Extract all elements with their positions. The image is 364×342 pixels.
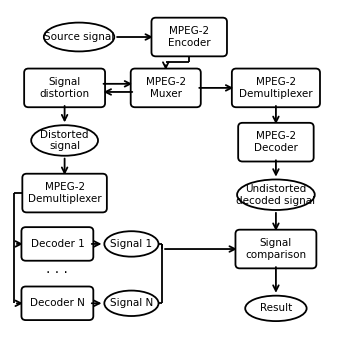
Text: Decoder 1: Decoder 1 xyxy=(31,239,84,249)
Ellipse shape xyxy=(104,231,158,256)
FancyBboxPatch shape xyxy=(236,230,316,268)
Text: Result: Result xyxy=(260,303,292,313)
Text: Distorted
signal: Distorted signal xyxy=(40,130,89,151)
Text: Source signal: Source signal xyxy=(44,32,114,42)
Text: Signal
comparison: Signal comparison xyxy=(245,238,306,260)
FancyBboxPatch shape xyxy=(238,123,314,161)
Text: Signal 1: Signal 1 xyxy=(110,239,153,249)
Text: Undistorted
decoded signal: Undistorted decoded signal xyxy=(236,184,316,206)
FancyBboxPatch shape xyxy=(21,287,93,320)
FancyBboxPatch shape xyxy=(232,68,320,107)
Ellipse shape xyxy=(44,23,114,51)
Ellipse shape xyxy=(245,296,306,321)
Text: MPEG-2
Decoder: MPEG-2 Decoder xyxy=(254,131,298,153)
Text: Decoder N: Decoder N xyxy=(30,298,85,308)
FancyBboxPatch shape xyxy=(131,68,201,107)
Text: MPEG-2
Muxer: MPEG-2 Muxer xyxy=(146,77,186,99)
Text: MPEG-2
Demultiplexer: MPEG-2 Demultiplexer xyxy=(239,77,313,99)
FancyBboxPatch shape xyxy=(21,227,93,261)
Ellipse shape xyxy=(104,291,158,316)
Text: MPEG-2
Encoder: MPEG-2 Encoder xyxy=(168,26,210,48)
Text: · · ·: · · · xyxy=(47,266,68,280)
Text: MPEG-2
Demultiplexer: MPEG-2 Demultiplexer xyxy=(28,182,102,204)
Text: Signal
distortion: Signal distortion xyxy=(40,77,90,99)
Ellipse shape xyxy=(237,180,315,210)
FancyBboxPatch shape xyxy=(24,68,105,107)
FancyBboxPatch shape xyxy=(22,174,107,212)
Ellipse shape xyxy=(31,125,98,156)
FancyBboxPatch shape xyxy=(151,18,227,56)
Text: Signal N: Signal N xyxy=(110,298,153,308)
